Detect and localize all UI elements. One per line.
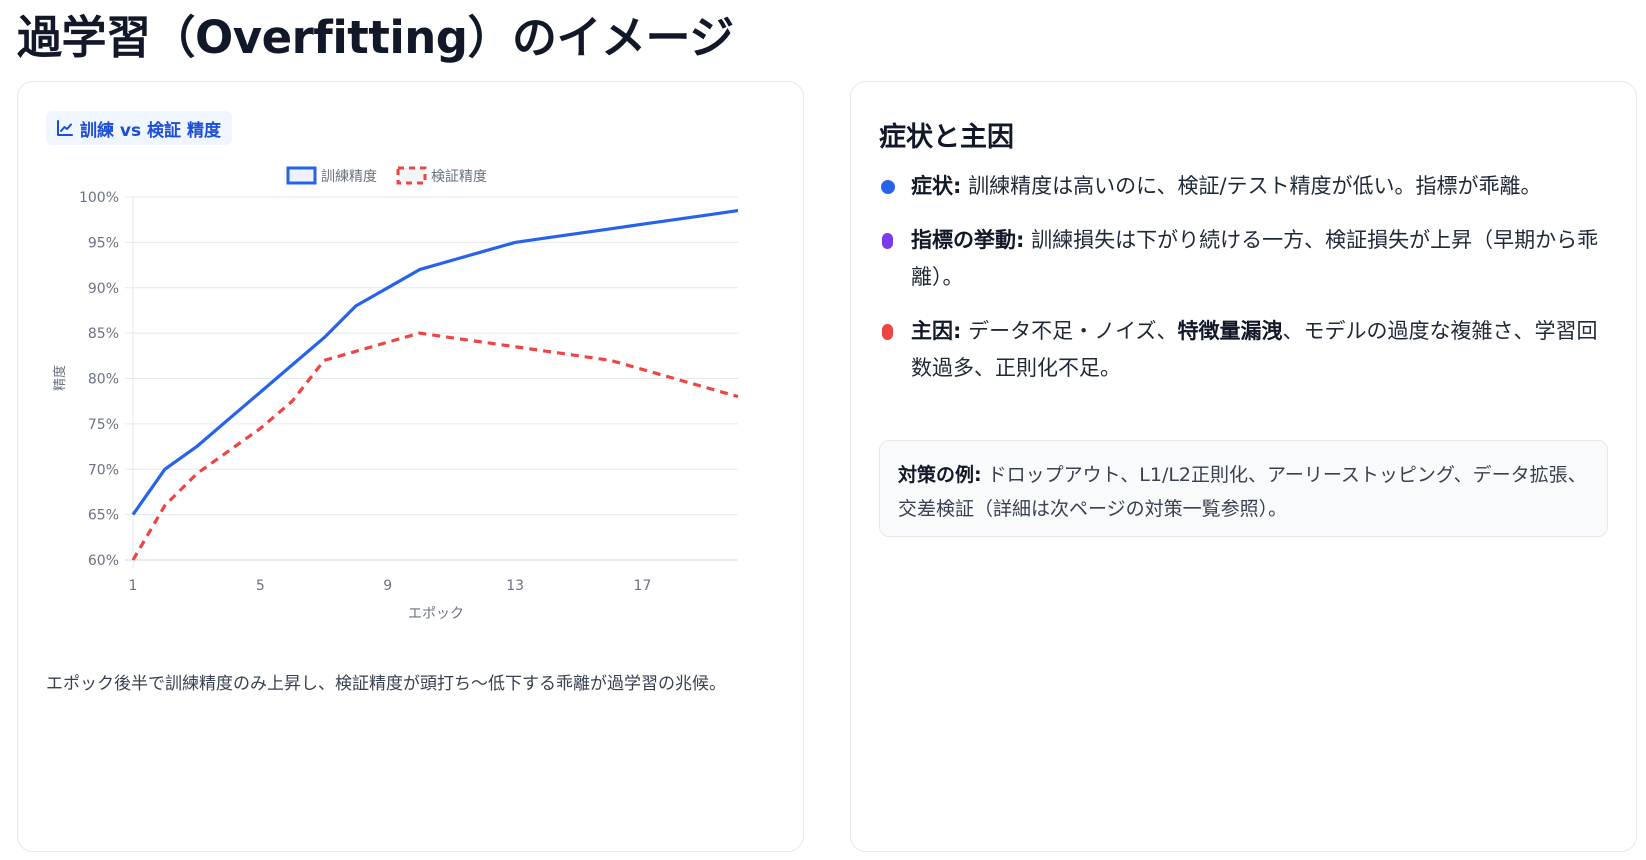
page-title: 過学習（Overfitting）のイメージ [17,11,734,64]
chart-title-label: 訓練 vs 検証 精度 [80,120,221,141]
note-text: ドロップアウト、L1/L2正則化、アーリーストッピング、データ拡張、交差検証（詳… [898,464,1587,520]
countermeasure-note: 対策の例: ドロップアウト、L1/L2正則化、アーリーストッピング、データ拡張、… [879,440,1608,537]
bullet-label: 指標の挙動: [911,228,1025,252]
svg-text:検証精度: 検証精度 [431,169,487,185]
x-axis-ticks: 1 5 9 13 17 [129,578,652,594]
section-title: 症状と主因 [879,122,1014,153]
y-axis-ticks: 60% 65% 70% 75% 80% 85% 90% 95% 100% [79,190,119,569]
svg-text:5: 5 [256,578,265,594]
bullet-dot-icon [882,324,893,340]
svg-text:訓練精度: 訓練精度 [321,169,377,185]
bullet-label: 主因: [911,319,962,343]
bullet-text: 、モデルの過度な複雑さ、学習回数過多、正則化不足。 [911,319,1598,380]
bullet-text: 訓練損失は下がり続ける一方、検証損失が上昇（早期から乖離）。 [911,228,1599,289]
svg-text:80%: 80% [88,372,119,388]
cause-list: 症状: 訓練精度は高いのに、検証/テスト精度が低い。指標が乖離。 指標の挙動: … [879,168,1599,404]
accuracy-line-chart: 訓練精度 検証精度 60% 65% 70% 75% 80% 85% 90% 95% 100% 1… [18,82,805,742]
svg-text:17: 17 [634,578,652,594]
svg-text:9: 9 [383,578,392,594]
bullet-text: 訓練精度は高いのに、検証/テスト精度が低い。指標が乖離。 [961,174,1542,198]
note-label: 対策の例: [898,464,982,486]
bullet-bold-term: 特徴量漏洩 [1177,319,1283,343]
list-item-symptom: 症状: 訓練精度は高いのに、検証/テスト精度が低い。指標が乖離。 [879,168,1599,205]
chart-grid [125,196,738,568]
svg-text:1: 1 [129,578,138,594]
svg-text:90%: 90% [88,281,119,297]
bullet-dot-icon [882,233,893,249]
bullet-dot-icon [881,180,895,194]
svg-text:70%: 70% [88,462,119,478]
val-accuracy-line [131,331,739,561]
svg-text:95%: 95% [88,235,119,251]
list-item-main-cause: 主因: データ不足・ノイズ、特徴量漏洩、モデルの過度な複雑さ、学習回数過多、正則… [879,313,1599,387]
chart-caption: エポック後半で訓練精度のみ上昇し、検証精度が頭打ち〜低下する乖離が過学習の兆候。 [46,674,726,694]
line-chart-icon [57,120,73,136]
chart-card: 訓練 vs 検証 精度 訓練精度 検証精度 60% 65% 70% 75% 80% 85%… [17,81,804,852]
bullet-label: 症状: [911,174,962,198]
chart-legend: 訓練精度 検証精度 [286,166,487,185]
bullet-text: データ不足・ノイズ、 [961,319,1178,343]
svg-text:85%: 85% [88,326,119,342]
y-axis-label: 精度 [52,365,68,391]
train-accuracy-line [131,209,739,516]
chart-title-chip: 訓練 vs 検証 精度 [46,111,232,145]
svg-text:60%: 60% [88,553,119,569]
info-card: 症状と主因 症状: 訓練精度は高いのに、検証/テスト精度が低い。指標が乖離。 指… [850,81,1637,852]
svg-text:13: 13 [506,578,524,594]
svg-text:100%: 100% [79,190,119,206]
list-item-metric-behavior: 指標の挙動: 訓練損失は下がり続ける一方、検証損失が上昇（早期から乖離）。 [879,222,1599,296]
svg-text:75%: 75% [88,417,119,433]
svg-text:65%: 65% [88,508,119,524]
x-axis-label: エポック [408,606,464,622]
legend-item-train[interactable]: 訓練精度 [286,166,377,185]
legend-item-val[interactable]: 検証精度 [396,166,487,185]
